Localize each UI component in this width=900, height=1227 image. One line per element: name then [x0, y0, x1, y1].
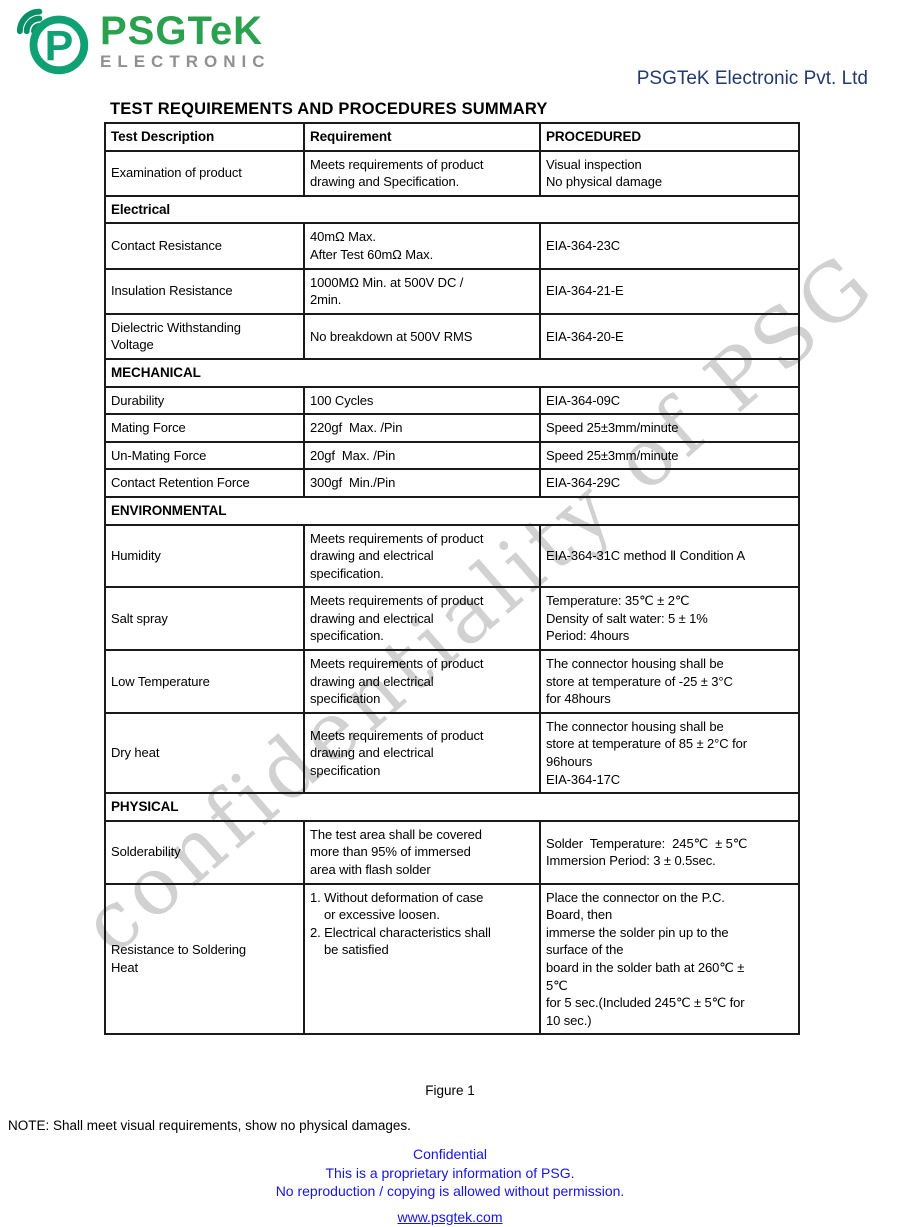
section-row: Electrical: [104, 194, 800, 225]
table-row: Dielectric Withstanding Voltage No breakd…: [104, 312, 800, 360]
table-cell: Meets requirements of product drawing an…: [303, 649, 541, 714]
psgtek-logo-icon: P: [16, 8, 89, 75]
table-cell: Dielectric Withstanding Voltage: [104, 312, 305, 360]
table-cell: EIA-364-29C: [539, 468, 800, 498]
table-cell: Salt spray: [104, 586, 305, 652]
footer: Confidential This is a proprietary infor…: [0, 1145, 900, 1226]
table-row: Salt spray Meets requirements of product …: [104, 586, 800, 652]
table-row: Mating Force 220gf Max. /Pin Speed 25±3mm/…: [104, 413, 800, 443]
section-label: ENVIRONMENTAL: [104, 495, 800, 526]
column-header-procedured: PROCEDURED: [539, 122, 800, 152]
table-cell: Dry heat: [104, 711, 305, 795]
table-cell: Examination of product: [104, 149, 305, 197]
section-label: Electrical: [104, 194, 800, 225]
table-cell: Humidity: [104, 523, 305, 589]
table-cell: Speed 25±3mm/minute: [539, 413, 800, 443]
company-name: PSGTeK Electronic Pvt. Ltd: [636, 68, 868, 89]
svg-text:P: P: [45, 23, 74, 71]
table-row: Un-Mating Force 20gf Max. /Pin Speed 25±3m…: [104, 440, 800, 471]
table-cell: Speed 25±3mm/minute: [539, 440, 800, 471]
table-cell: Solderability: [104, 819, 305, 885]
table-row: Solderability The test area shall be cove…: [104, 819, 800, 885]
table-cell: EIA-364-23C: [539, 222, 800, 270]
table-cell: The connector housing shall be store at …: [539, 711, 800, 795]
table-cell: No breakdown at 500V RMS: [303, 312, 541, 360]
table-body: Examination of product Meets requirements…: [104, 149, 800, 1036]
note-text: NOTE: Shall meet visual requirements, sh…: [8, 1118, 411, 1133]
table-cell: Insulation Resistance: [104, 267, 305, 315]
table-cell: The test area shall be covered more than…: [303, 819, 541, 885]
website-link[interactable]: www.psgtek.com: [397, 1208, 503, 1225]
column-header-requirement: Requirement: [303, 122, 541, 152]
table-cell: Mating Force: [104, 413, 305, 443]
figure-caption: Figure 1: [425, 1083, 475, 1098]
table-cell: 40mΩ Max. After Test 60mΩ Max.: [303, 222, 541, 270]
table-cell: Contact Retention Force: [104, 468, 305, 498]
table-cell: EIA-364-31C method Ⅱ Condition A: [539, 523, 800, 589]
table-cell: Solder Temperature: 245℃ ± 5℃ Immersion …: [539, 819, 800, 885]
table-header-row: Test Description Requirement PROCEDURED: [104, 122, 800, 152]
table-cell: 20gf Max. /Pin: [303, 440, 541, 471]
table-row: Contact Retention Force 300gf Min./Pin EIA…: [104, 468, 800, 498]
table-row: Examination of product Meets requirements…: [104, 149, 800, 197]
table-row: Contact Resistance 40mΩ Max. After Test 6…: [104, 222, 800, 270]
footer-line-proprietary: This is a proprietary information of PSG…: [325, 1164, 575, 1181]
section-row: ENVIRONMENTAL: [104, 495, 800, 526]
table-cell: 300gf Min./Pin: [303, 468, 541, 498]
table-row: Low Temperature Meets requirements of pro…: [104, 649, 800, 714]
table-cell: 1. Without deformation of case or excess…: [303, 882, 541, 1036]
table-cell: Meets requirements of product drawing an…: [303, 149, 541, 197]
footer-line-no-reproduction: No reproduction / copying is allowed wit…: [275, 1183, 625, 1199]
table-cell: Meets requirements of product drawing an…: [303, 586, 541, 652]
section-row: PHYSICAL: [104, 792, 800, 822]
table-cell: 1000MΩ Min. at 500V DC / 2min.: [303, 267, 541, 315]
table-cell: Resistance to Soldering Heat: [104, 882, 305, 1036]
table-row: Insulation Resistance 1000MΩ Min. at 500V…: [104, 267, 800, 315]
table-cell: Meets requirements of product drawing an…: [303, 711, 541, 795]
logo-subtitle: electronic: [100, 51, 271, 71]
table-cell: EIA-364-09C: [539, 385, 800, 416]
test-requirements-table: Test Description Requirement PROCEDURED …: [104, 122, 800, 1036]
table-row: Resistance to Soldering Heat 1. Without d…: [104, 882, 800, 1036]
table-row: Dry heat Meets requirements of product dr…: [104, 711, 800, 795]
table-cell: Temperature: 35℃ ± 2℃ Density of salt wa…: [539, 586, 800, 652]
table-cell: Place the connector on the P.C. Board, t…: [539, 882, 800, 1036]
table-row: Durability 100 Cycles EIA-364-09C: [104, 385, 800, 416]
table-cell: 100 Cycles: [303, 385, 541, 416]
table-cell: Contact Resistance: [104, 222, 305, 270]
table-cell: EIA-364-21-E: [539, 267, 800, 315]
page-title: TEST REQUIREMENTS AND PROCEDURES SUMMARY: [110, 100, 548, 118]
table-cell: Meets requirements of product drawing an…: [303, 523, 541, 589]
table-cell: 220gf Max. /Pin: [303, 413, 541, 443]
section-label: MECHANICAL: [104, 357, 800, 388]
psgtek-logo: P PSGTeK electronic: [14, 4, 271, 78]
table-cell: Un-Mating Force: [104, 440, 305, 471]
section-row: MECHANICAL: [104, 357, 800, 388]
column-header-test-description: Test Description: [104, 122, 305, 152]
table-cell: Visual inspection No physical damage: [539, 149, 800, 197]
section-label: PHYSICAL: [104, 792, 800, 822]
table-row: Humidity Meets requirements of product dr…: [104, 523, 800, 589]
table-cell: Low Temperature: [104, 649, 305, 714]
footer-line-confidential: Confidential: [413, 1146, 487, 1162]
logo-text: PSGTeK electronic: [100, 11, 271, 72]
table-cell: Durability: [104, 385, 305, 416]
table-cell: The connector housing shall be store at …: [539, 649, 800, 714]
table-cell: EIA-364-20-E: [539, 312, 800, 360]
logo-brand: PSGTeK: [100, 8, 264, 53]
